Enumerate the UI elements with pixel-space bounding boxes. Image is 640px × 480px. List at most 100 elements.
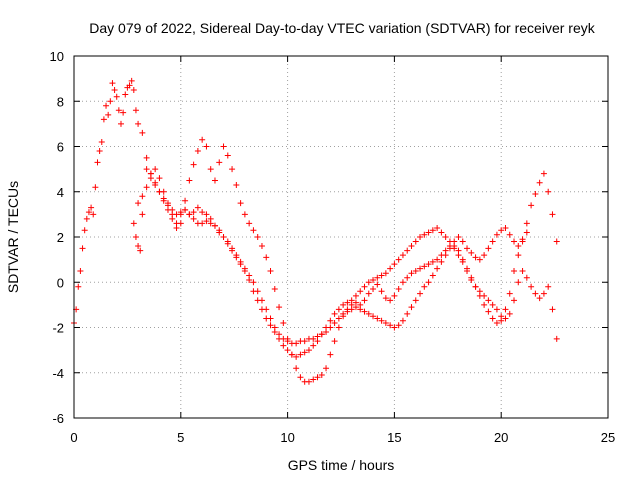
point-track-C [237, 261, 244, 268]
point-track-A [412, 297, 419, 304]
point-track-C [515, 252, 522, 259]
point-track-B [335, 324, 342, 331]
point-track-B [297, 374, 304, 381]
point-track-C [502, 306, 509, 313]
point-track-C [327, 317, 334, 324]
point-track-C [421, 231, 428, 238]
point-track-C [156, 188, 163, 195]
point-track-C [382, 270, 389, 277]
point-track-B [378, 288, 385, 295]
point-track-B [224, 152, 231, 159]
point-track-C [258, 306, 265, 313]
point-track-A [438, 258, 445, 265]
point-track-C [186, 211, 193, 218]
point-track-B [511, 297, 518, 304]
point-track-A [421, 283, 428, 290]
point-track-B [553, 335, 560, 342]
point-track-A [139, 129, 146, 136]
point-track-B [267, 267, 274, 274]
point-track-B [374, 281, 381, 288]
point-track-C [301, 349, 308, 356]
point-track-A [361, 308, 368, 315]
point-track-B [216, 159, 223, 166]
point-track-A [399, 317, 406, 324]
point-track-A [98, 138, 105, 145]
point-track-A [536, 179, 543, 186]
point-track-C [139, 211, 146, 218]
point-track-C [344, 299, 351, 306]
point-track-B [203, 143, 210, 150]
point-track-A [83, 215, 90, 222]
point-track-B [395, 286, 402, 293]
point-track-A [434, 265, 441, 272]
point-track-A [105, 111, 112, 118]
point-track-B [241, 211, 248, 218]
y-tick-label: 6 [57, 140, 64, 155]
point-track-B [229, 166, 236, 173]
point-track-A [90, 211, 97, 218]
point-track-B [211, 177, 218, 184]
point-track-C [216, 227, 223, 234]
point-track-C [370, 276, 377, 283]
point-track-C [391, 261, 398, 268]
point-track-C [293, 353, 300, 360]
point-track-A [370, 313, 377, 320]
point-track-B [532, 290, 539, 297]
point-track-B [365, 290, 372, 297]
y-tick-label: -4 [52, 366, 64, 381]
point-track-C [246, 276, 253, 283]
point-track-B [182, 197, 189, 204]
point-track-C [207, 220, 214, 227]
point-track-C [241, 267, 248, 274]
point-track-A [85, 209, 92, 216]
point-track-C [438, 229, 445, 236]
point-track-B [143, 184, 150, 191]
point-track-B [515, 279, 522, 286]
point-track-A [135, 120, 142, 127]
point-track-B [258, 243, 265, 250]
point-track-C [459, 256, 466, 263]
point-track-A [476, 256, 483, 263]
point-track-B [139, 193, 146, 200]
point-track-C [310, 342, 317, 349]
point-track-C [314, 338, 321, 345]
point-track-B [545, 283, 552, 290]
point-track-A [111, 86, 118, 93]
point-track-A [81, 227, 88, 234]
y-tick-label: -2 [52, 321, 64, 336]
point-track-B [438, 252, 445, 259]
point-track-C [523, 229, 530, 236]
point-track-B [263, 254, 270, 261]
point-track-C [254, 297, 261, 304]
x-tick-label: 10 [280, 430, 294, 445]
point-track-C [429, 227, 436, 234]
point-track-A [515, 243, 522, 250]
point-track-A [194, 204, 201, 211]
point-track-A [109, 80, 116, 87]
point-track-C [211, 222, 218, 229]
point-track-A [88, 204, 95, 211]
point-track-A [107, 98, 114, 105]
point-track-C [331, 310, 338, 317]
point-track-B [352, 299, 359, 306]
point-track-C [229, 247, 236, 254]
point-track-A [472, 254, 479, 261]
point-track-A [391, 324, 398, 331]
point-track-B [310, 376, 317, 383]
point-track-A [425, 279, 432, 286]
point-track-B [434, 256, 441, 263]
point-track-A [378, 317, 385, 324]
point-track-C [464, 265, 471, 272]
point-track-C [404, 247, 411, 254]
point-track-B [519, 267, 526, 274]
point-track-B [152, 166, 159, 173]
point-track-C [224, 240, 231, 247]
y-tick-label: 0 [57, 275, 64, 290]
point-track-C [160, 195, 167, 202]
point-track-A [77, 267, 84, 274]
point-track-C [137, 247, 144, 254]
point-track-B [408, 270, 415, 277]
point-track-C [361, 283, 368, 290]
point-track-B [442, 247, 449, 254]
plot-frame [73, 55, 609, 419]
